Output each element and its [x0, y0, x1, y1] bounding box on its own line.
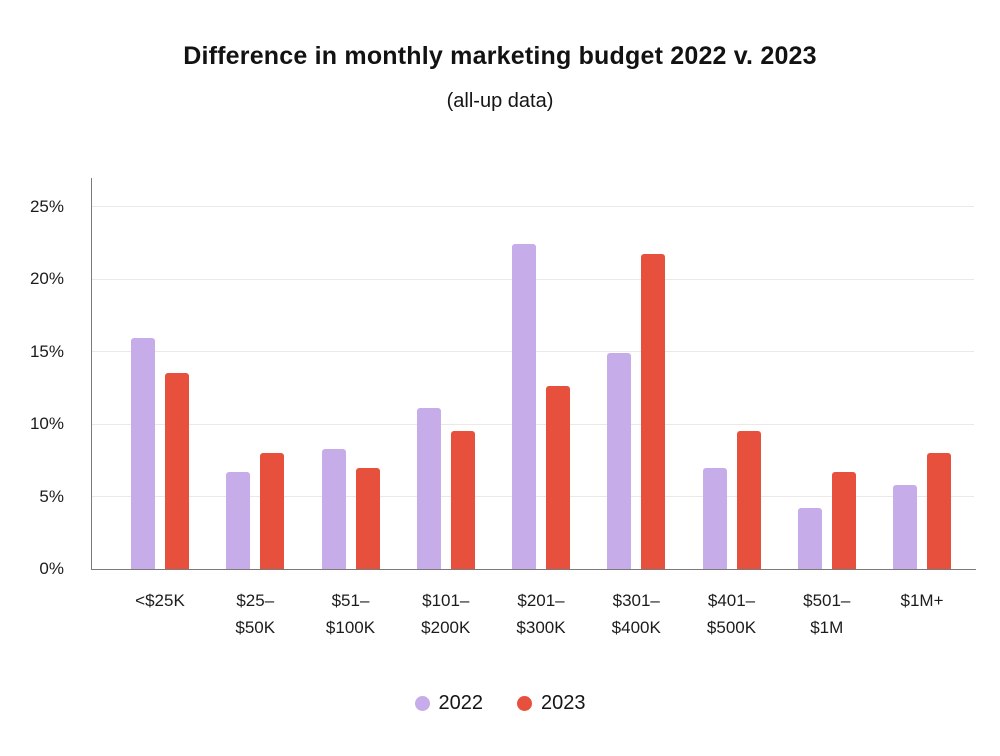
legend-label-2022: 2022	[438, 692, 484, 714]
legend-item-2022: 2022	[414, 692, 484, 715]
bar-2023-group-1	[260, 453, 285, 569]
bar-2022-group-4	[512, 244, 536, 569]
y-tick-label-10: 10%	[29, 414, 64, 433]
bar-2022-group-0	[131, 338, 155, 569]
gridline-25	[92, 206, 974, 207]
x-tick-label-1: $25– $50K	[235, 591, 276, 637]
y-tick-label-5: 5%	[39, 486, 64, 506]
bar-2023-group-6	[736, 431, 761, 569]
bar-2022-group-2	[321, 448, 346, 569]
bar-2023-group-3	[450, 431, 475, 569]
x-tick-label-0: <$25K	[135, 591, 185, 610]
y-tick-label-0: 0%	[39, 559, 64, 578]
x-tick-label-5: $301– $400K	[611, 591, 661, 637]
bar-2022-group-8	[893, 484, 917, 569]
y-axis-tick-labels: 0% 5% 10% 15% 20% 25%	[0, 0, 64, 756]
x-tick-label-2: $51– $100K	[325, 591, 376, 637]
bar-2022-group-7	[797, 508, 822, 569]
bar-2022-group-3	[416, 408, 441, 569]
bar-2022-group-5	[607, 352, 632, 569]
legend-label-2023: 2023	[541, 692, 586, 714]
chart-subtitle: (all-up data)	[446, 90, 554, 112]
y-tick-label-25: 25%	[29, 196, 64, 216]
y-tick-label-20: 20%	[29, 269, 64, 288]
bar-2023-group-8	[927, 453, 951, 569]
bar-2022-group-1	[226, 471, 251, 569]
legend-item-2023: 2023	[517, 692, 586, 715]
y-tick-label-15: 15%	[29, 341, 64, 361]
legend: 2022 2023	[0, 692, 1000, 715]
x-tick-label-3: $101– $200K	[421, 591, 471, 637]
bar-2022-group-6	[702, 467, 727, 569]
bar-2023-group-5	[641, 254, 666, 569]
bar-2023-group-7	[831, 471, 856, 569]
x-tick-label-7: $501– $1M	[803, 591, 851, 637]
plot-area: <$25K $25– $50K $51– $100K $101– $200K $201–…	[91, 178, 976, 637]
x-tick-label-6: $401– $500K	[706, 591, 757, 637]
x-tick-label-8: $1M+	[900, 591, 944, 610]
bar-2023-group-4	[546, 386, 570, 569]
chart-title: Difference in monthly marketing budget 2…	[183, 42, 817, 70]
bar-2023-group-2	[355, 467, 380, 569]
bar-2023-group-0	[165, 373, 189, 569]
legend-dot-2022	[414, 696, 430, 711]
x-tick-label-4: $201– $300K	[516, 591, 566, 637]
legend-dot-2023	[517, 696, 532, 711]
